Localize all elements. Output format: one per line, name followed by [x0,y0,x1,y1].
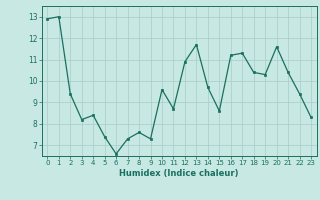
X-axis label: Humidex (Indice chaleur): Humidex (Indice chaleur) [119,169,239,178]
